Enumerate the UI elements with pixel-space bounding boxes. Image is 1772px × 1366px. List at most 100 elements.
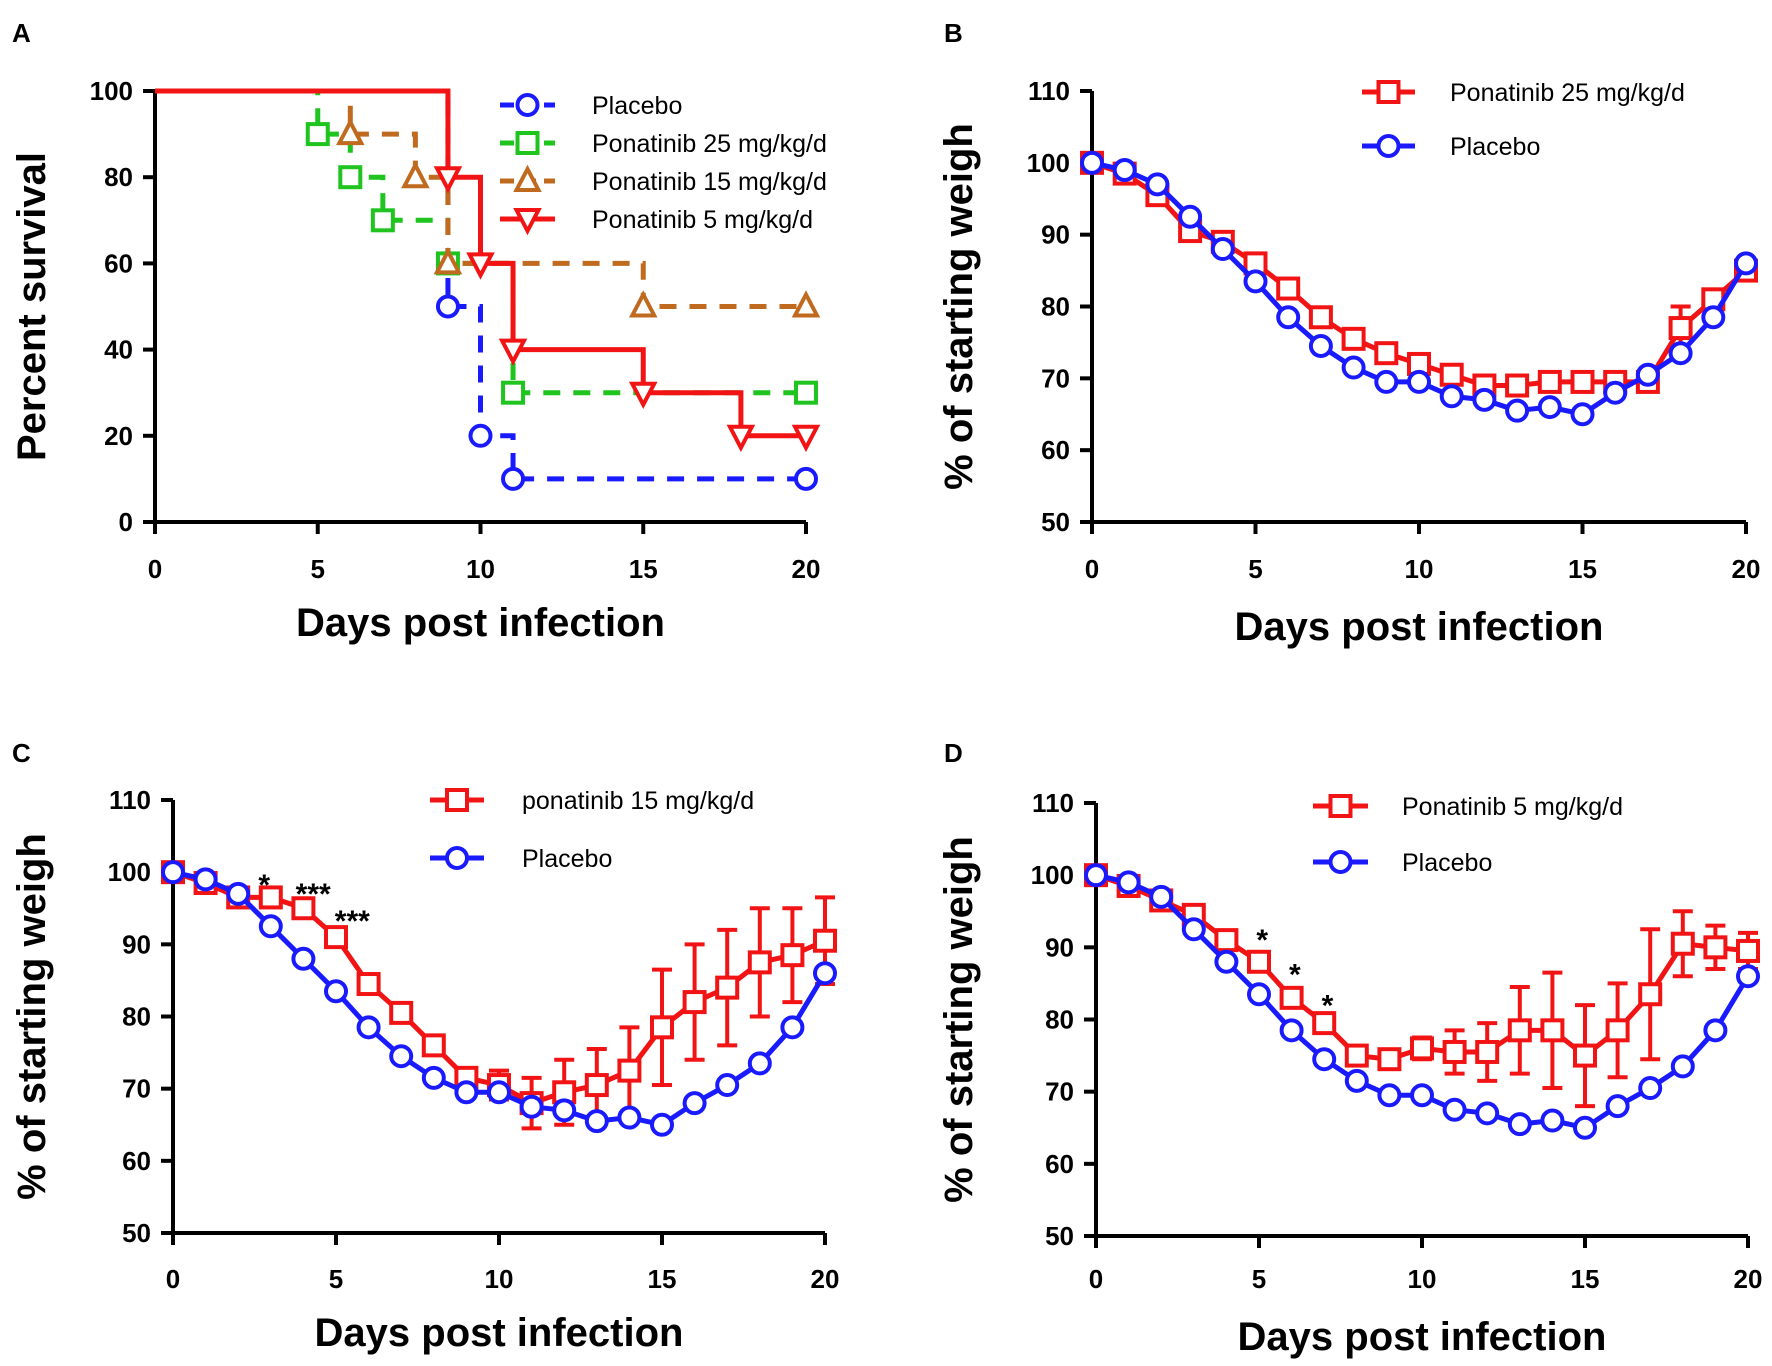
data-point <box>780 943 805 968</box>
legend-marker <box>445 788 469 812</box>
significance-marker: *** <box>296 878 331 911</box>
x-tick-label: 20 <box>792 554 821 584</box>
x-tick-label: 10 <box>466 554 495 584</box>
x-tick-label: 10 <box>1408 1264 1437 1294</box>
panel-a: A 0 20 40 60 80 100 0 5 10 15 20 Days post infection… <box>10 18 827 645</box>
data-point <box>584 1109 609 1134</box>
data-point <box>1668 341 1693 366</box>
x-tick-label: 15 <box>629 554 658 584</box>
y-tick-label: 60 <box>1041 435 1070 465</box>
legend-entry: Ponatinib 25 mg/kg/d <box>1362 79 1685 107</box>
y-axis-title: % of starting weigh <box>937 123 981 490</box>
legend-entry: Placebo <box>430 845 612 873</box>
data-point <box>1214 949 1239 974</box>
data-point <box>1605 1018 1630 1043</box>
series-ponatinib-5-mg-kg-d <box>1084 863 1760 1109</box>
data-point <box>1638 982 1663 1007</box>
legend-label: Placebo <box>592 92 682 120</box>
legend-entry: Ponatinib 25 mg/kg/d <box>500 130 827 158</box>
legend-entry: Placebo <box>1313 849 1492 877</box>
censor-marker <box>501 380 526 405</box>
data-point <box>1505 398 1530 423</box>
data-point <box>1149 884 1174 909</box>
x-axis-title: Days post infection <box>315 1311 684 1355</box>
legend-marker <box>515 93 540 117</box>
series-ponatinib-15-mg-kg-d <box>155 88 821 318</box>
censor-marker <box>338 165 363 190</box>
data-point <box>1341 355 1366 380</box>
data-point <box>1701 305 1726 330</box>
y-tick-label: 50 <box>1041 507 1070 537</box>
data-point <box>1537 369 1562 394</box>
significance-marker: * <box>1289 958 1301 991</box>
survival-step-line <box>155 88 806 482</box>
censor-marker <box>305 122 330 147</box>
censor-marker <box>794 380 818 405</box>
data-point <box>1247 982 1271 1007</box>
censor-marker <box>433 247 463 275</box>
data-point <box>1537 395 1562 420</box>
y-tick-label: 20 <box>104 421 133 451</box>
y-tick-label: 80 <box>1045 1005 1074 1035</box>
legend-entry: Ponatinib 5 mg/kg/d <box>500 206 813 236</box>
y-tick-label: 70 <box>1045 1077 1074 1107</box>
data-point <box>1374 341 1399 366</box>
data-point <box>1475 1039 1500 1064</box>
data-point <box>1308 334 1333 359</box>
data-point <box>421 1033 446 1058</box>
data-point <box>1210 237 1235 262</box>
y-tick-label: 0 <box>119 507 133 537</box>
legend-marker <box>1328 794 1353 818</box>
legend-marker <box>515 131 540 155</box>
legend-entry: Ponatinib 5 mg/kg/d <box>1313 793 1623 821</box>
data-point <box>487 1080 511 1105</box>
significance-marker: *** <box>335 905 370 938</box>
series-ponatinib-25-mg-kg-d <box>1080 150 1758 398</box>
legend-entry: ponatinib 15 mg/kg/d <box>430 787 754 815</box>
censor-marker <box>468 423 493 448</box>
data-point <box>584 1073 609 1098</box>
x-tick-label: 5 <box>1248 554 1262 584</box>
legend-label: Ponatinib 25 mg/kg/d <box>1450 79 1685 107</box>
data-point <box>454 1080 479 1105</box>
data-point <box>1341 326 1366 351</box>
legend-marker <box>1376 80 1401 104</box>
legend-marker <box>1328 850 1353 874</box>
x-tick-label: 20 <box>1732 554 1761 584</box>
data-point <box>1181 917 1206 942</box>
legend-marker <box>1376 134 1401 158</box>
data-point <box>356 972 381 997</box>
censor-marker <box>335 117 365 146</box>
legend-label: Ponatinib 5 mg/kg/d <box>1402 793 1623 821</box>
data-point <box>1603 380 1628 405</box>
data-point <box>1605 1094 1630 1119</box>
y-tick-label: 60 <box>104 248 133 278</box>
y-tick-label: 60 <box>122 1146 151 1176</box>
y-tick-label: 80 <box>1041 292 1070 322</box>
censor-marker <box>370 208 395 233</box>
y-tick-label: 110 <box>109 785 151 815</box>
significance-marker: * <box>258 869 270 902</box>
y-tick-label: 60 <box>1045 1149 1074 1179</box>
y-tick-label: 90 <box>1041 220 1070 250</box>
data-point <box>1439 384 1464 409</box>
x-tick-label: 0 <box>1089 1264 1103 1294</box>
data-point <box>1276 305 1301 330</box>
censor-marker <box>401 160 430 189</box>
data-point <box>1116 870 1141 895</box>
data-point <box>389 1044 414 1069</box>
x-tick-label: 0 <box>166 1264 180 1294</box>
x-tick-label: 20 <box>1734 1264 1763 1294</box>
data-point <box>324 925 348 950</box>
data-point <box>1507 1112 1532 1137</box>
y-tick-label: 50 <box>122 1218 151 1248</box>
data-point <box>1214 928 1239 953</box>
data-point <box>1344 1043 1369 1068</box>
data-point <box>1736 964 1760 989</box>
y-tick-label: 100 <box>90 76 133 106</box>
panel-letter: C <box>12 738 31 768</box>
data-point <box>1410 1036 1434 1061</box>
data-point <box>226 881 251 906</box>
data-point <box>747 950 772 975</box>
